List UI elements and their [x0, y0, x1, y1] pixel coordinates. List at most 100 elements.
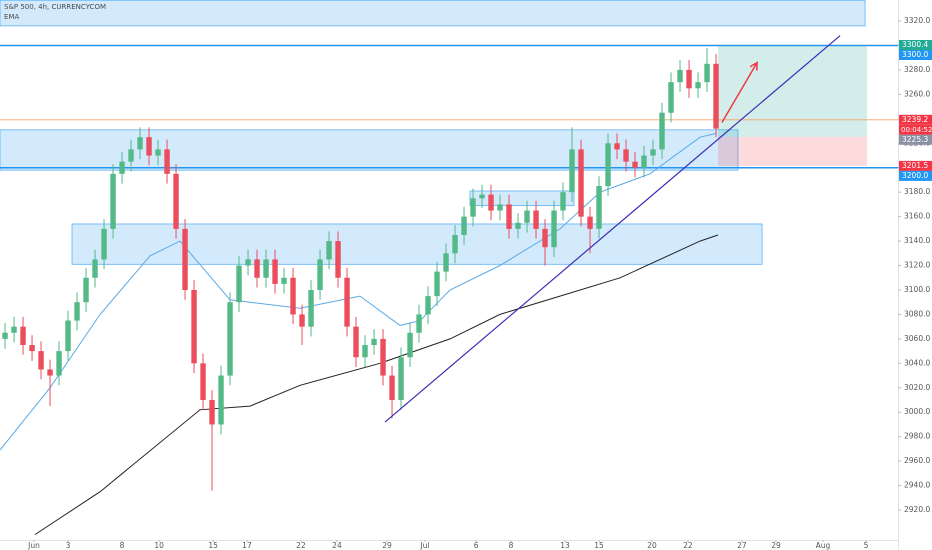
price-label: 3300.0: [902, 50, 928, 59]
candle-body: [65, 320, 71, 352]
candle-body: [488, 194, 494, 211]
y-tick-label: 3060.0: [904, 334, 930, 343]
candle-body: [56, 351, 62, 376]
y-tick-label: 3120.0: [904, 261, 930, 270]
candle-body: [281, 277, 287, 284]
position-stop: [718, 136, 868, 166]
candle-body: [389, 375, 395, 401]
candle-body: [362, 345, 368, 358]
candle-body: [371, 338, 377, 346]
candle-body: [146, 137, 152, 156]
price-label: 3225.3: [902, 135, 928, 144]
x-tick-label: 22: [683, 541, 693, 550]
candle-body: [524, 210, 530, 223]
price-label-box: [899, 114, 932, 125]
candle-body: [209, 400, 215, 425]
candle-body: [551, 210, 557, 248]
candle-body: [119, 161, 125, 174]
trendline: [384, 35, 841, 423]
indicator-label: EMA: [4, 13, 19, 21]
candle-body: [695, 82, 701, 89]
x-tick-label: 27: [737, 541, 747, 550]
chart-title: S&P 500, 4h, CURRENCYCOM: [4, 3, 106, 11]
candle-body: [11, 326, 17, 333]
y-tick-label: 3080.0: [904, 309, 930, 318]
candle-body: [254, 259, 260, 278]
candle-body: [227, 302, 233, 376]
candle-body: [245, 259, 251, 266]
y-tick-label: 3260.0: [904, 89, 930, 98]
x-tick-label: 6: [474, 541, 479, 550]
x-tick-label: 10: [154, 541, 164, 550]
candle-body: [398, 357, 404, 401]
price-label-box: [899, 170, 932, 181]
x-tick-label: 20: [647, 541, 657, 550]
x-tick-label: 13: [560, 541, 570, 550]
candle-body: [461, 216, 467, 235]
candle-body: [533, 210, 539, 229]
candle-body: [263, 259, 269, 278]
candle-body: [569, 149, 575, 193]
candle-body: [83, 277, 89, 303]
candle-body: [641, 155, 647, 168]
arrow-head: [749, 61, 758, 71]
candle-body: [47, 369, 53, 376]
candle-body: [272, 259, 278, 284]
y-tick-label: 3100.0: [904, 285, 930, 294]
candle-body: [101, 228, 107, 260]
x-tick-label: 15: [208, 541, 218, 550]
candle-body: [452, 234, 458, 254]
zone: [0, 0, 866, 27]
price-label: 3201.5: [902, 161, 928, 170]
candle-body: [578, 149, 584, 217]
candle-body: [2, 332, 8, 339]
candle-body: [623, 149, 629, 162]
candle-body: [236, 265, 242, 303]
candle-body: [92, 259, 98, 278]
candle-body: [560, 192, 566, 211]
x-tick-label: 22: [296, 541, 306, 550]
candle-body: [470, 198, 476, 217]
candle-body: [587, 216, 593, 229]
candle-body: [308, 289, 314, 327]
price-label-box: [899, 134, 932, 145]
candle-body: [596, 186, 602, 229]
candle-body: [542, 228, 548, 248]
candle-body: [38, 351, 44, 370]
candle-body: [74, 302, 80, 321]
price-label: 3239.2: [902, 115, 928, 124]
candle-body: [704, 63, 710, 83]
candle-body: [164, 149, 170, 174]
candle-body: [173, 173, 179, 229]
candle-body: [335, 241, 341, 278]
y-tick-label: 3180.0: [904, 187, 930, 196]
candle-body: [605, 143, 611, 187]
candle-body: [128, 149, 134, 162]
plot-area: [0, 0, 898, 535]
candle-body: [290, 277, 296, 315]
candle-body: [218, 375, 224, 425]
price-label: 3300.4: [902, 40, 928, 49]
y-tick-label: 2920.0: [904, 505, 930, 514]
x-tick-label: 24: [332, 541, 342, 550]
x-tick-label: 8: [509, 541, 514, 550]
price-label: 3200.0: [902, 171, 928, 180]
y-tick-label: 3160.0: [904, 212, 930, 221]
candle-body: [317, 259, 323, 290]
y-tick-label: 3140.0: [904, 236, 930, 245]
candle-body: [155, 149, 161, 156]
x-tick-label: 29: [771, 541, 781, 550]
candle-body: [191, 289, 197, 364]
x-tick-label: 3: [66, 541, 71, 550]
candle-body: [20, 326, 26, 346]
candle-body: [407, 332, 413, 358]
y-tick-label: 3320.0: [904, 16, 930, 25]
candle-body: [443, 253, 449, 272]
y-tick-label: 2960.0: [904, 456, 930, 465]
candle-body: [650, 149, 656, 156]
zone: [71, 223, 763, 265]
price-label-box: [899, 49, 932, 60]
candle-body: [344, 277, 350, 327]
